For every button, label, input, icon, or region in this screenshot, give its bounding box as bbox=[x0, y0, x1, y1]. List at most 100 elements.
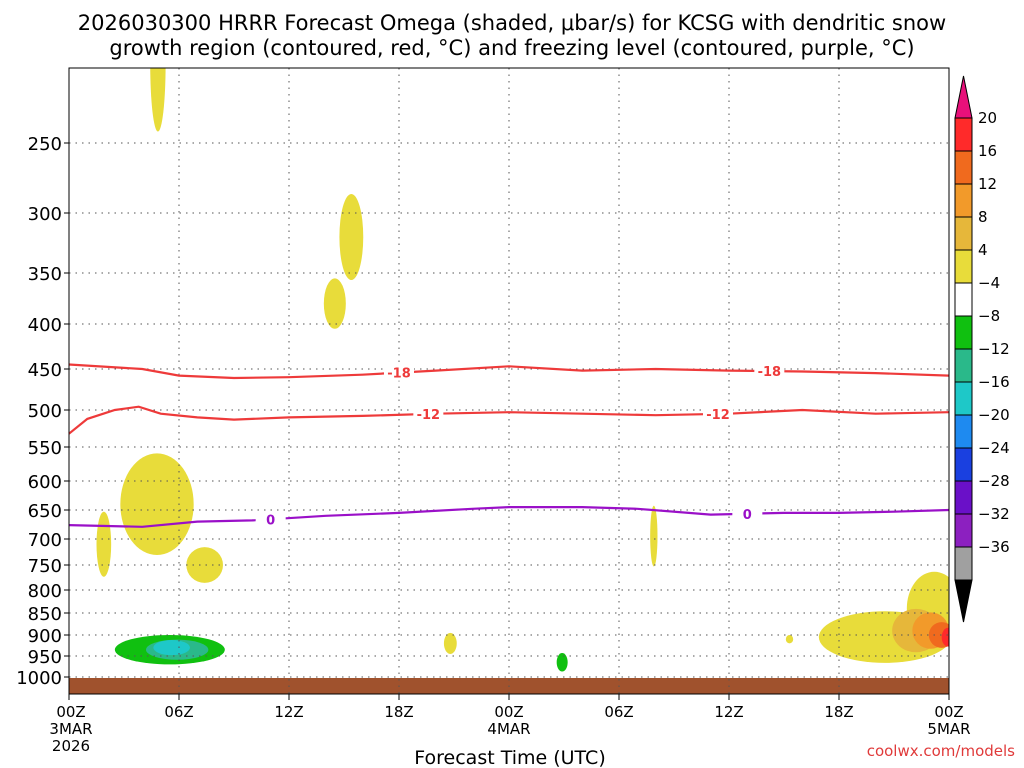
colorbar-label: 16 bbox=[978, 142, 997, 160]
y-tick-label: 300 bbox=[28, 204, 62, 225]
omega-shade-4 bbox=[443, 632, 457, 654]
x-tick-label: 2026 bbox=[52, 737, 90, 755]
y-tick-label: 900 bbox=[28, 626, 62, 647]
colorbar-bin bbox=[954, 282, 973, 317]
colorbar-top-arrow bbox=[954, 75, 973, 119]
colorbar-label: −32 bbox=[978, 505, 1010, 523]
x-tick-label: 06Z bbox=[164, 703, 193, 721]
omega-shade-neg4 bbox=[634, 247, 648, 370]
y-axis: 2503003504004505005506006507007508008509… bbox=[16, 134, 69, 689]
omega-shade-20 bbox=[941, 627, 949, 647]
contour-label: -18 bbox=[387, 367, 411, 382]
colorbar-label: −8 bbox=[978, 307, 1000, 325]
colorbar-label: −24 bbox=[978, 439, 1010, 457]
colorbar-label: 8 bbox=[978, 208, 988, 226]
plot-area bbox=[69, 68, 949, 694]
chart-title-line-1: 2026030300 HRRR Forecast Omega (shaded, … bbox=[78, 11, 946, 35]
y-tick-label: 800 bbox=[28, 581, 62, 602]
omega-shade-neg4 bbox=[742, 175, 757, 359]
omega-shade-neg4 bbox=[259, 635, 304, 656]
colorbar-bin bbox=[954, 480, 973, 515]
y-tick-label: 550 bbox=[28, 438, 62, 459]
y-tick-label: 850 bbox=[28, 604, 62, 625]
y-tick-label: 1000 bbox=[16, 668, 62, 689]
colorbar: 20 16 12 8 4 −4 −8 −12 −16 −20 −24 −28 −32 −36 bbox=[954, 75, 1010, 623]
contour-label-bg bbox=[754, 363, 785, 380]
contour-line bbox=[68, 506, 950, 528]
y-tick-label: 250 bbox=[28, 134, 62, 155]
x-axis-label: Forecast Time (UTC) bbox=[414, 747, 605, 768]
colorbar-bin bbox=[954, 183, 973, 218]
omega-shade-4 bbox=[785, 635, 794, 644]
x-tick-label: 18Z bbox=[824, 703, 853, 721]
x-tick-label: 5MAR bbox=[927, 720, 970, 738]
y-tick-label: 650 bbox=[28, 501, 62, 522]
contour-label: 0 bbox=[266, 513, 275, 528]
y-tick-label: 400 bbox=[28, 315, 62, 336]
contour-label-bg bbox=[413, 405, 444, 422]
omega-shade-4 bbox=[150, 68, 166, 132]
colorbar-bin bbox=[954, 546, 973, 581]
colorbar-label: −36 bbox=[978, 538, 1010, 556]
x-tick-label: 3MAR bbox=[49, 720, 92, 738]
omega-shade-4 bbox=[120, 453, 194, 555]
omega-shade-neg4 bbox=[608, 656, 641, 669]
colorbar-bin bbox=[954, 348, 973, 383]
colorbar-bin bbox=[954, 447, 973, 482]
omega-shade-4 bbox=[650, 505, 658, 567]
y-tick-label: 450 bbox=[28, 360, 62, 381]
y-tick-label: 700 bbox=[28, 530, 62, 551]
colorbar-bottom-arrow bbox=[954, 579, 973, 623]
colorbar-label: −16 bbox=[978, 373, 1010, 391]
y-tick-label: 500 bbox=[28, 401, 62, 422]
contour-label: -12 bbox=[417, 408, 441, 423]
colorbar-bin bbox=[954, 381, 973, 416]
colorbar-label: −20 bbox=[978, 406, 1010, 424]
y-tick-label: 950 bbox=[28, 647, 62, 668]
omega-shade-neg4 bbox=[154, 318, 171, 452]
x-tick-label: 00Z bbox=[934, 703, 963, 721]
x-tick-label: 4MAR bbox=[487, 720, 530, 738]
y-tick-label: 600 bbox=[28, 472, 62, 493]
x-tick-label: 12Z bbox=[274, 703, 303, 721]
omega-shade-4 bbox=[323, 278, 346, 329]
x-tick-label: 06Z bbox=[604, 703, 633, 721]
colorbar-bin bbox=[954, 216, 973, 251]
omega-shade-neg16 bbox=[153, 640, 191, 656]
colorbar-bin bbox=[954, 513, 973, 548]
colorbar-bin bbox=[954, 150, 973, 185]
contour-label: -18 bbox=[758, 365, 782, 380]
omega-shade-neg8 bbox=[556, 653, 568, 672]
omega-shade-4 bbox=[186, 547, 224, 583]
x-tick-label: 12Z bbox=[714, 703, 743, 721]
colorbar-label: −4 bbox=[978, 274, 1000, 292]
contour-label: 0 bbox=[743, 508, 752, 523]
contour-label-bg bbox=[732, 505, 763, 522]
x-tick-label: 00Z bbox=[56, 703, 85, 721]
omega-shade-16 bbox=[928, 622, 949, 648]
colorbar-bin bbox=[954, 414, 973, 449]
chart-title-line-2: growth region (contoured, red, °C) and f… bbox=[109, 36, 914, 60]
y-tick-label: 350 bbox=[28, 264, 62, 285]
omega-shade-4 bbox=[96, 511, 112, 577]
x-tick-label: 18Z bbox=[384, 703, 413, 721]
omega-shade-4 bbox=[339, 193, 364, 281]
y-tick-label: 750 bbox=[28, 556, 62, 577]
omega-shade-neg4 bbox=[630, 502, 634, 564]
contour-label: -12 bbox=[706, 408, 730, 423]
contour-label-bg bbox=[255, 511, 286, 528]
colorbar-label: −12 bbox=[978, 340, 1010, 358]
omega-shade-neg4 bbox=[129, 590, 178, 645]
colorbar-label: 12 bbox=[978, 175, 997, 193]
temperature-contours: -18 -18 -12 -12 0 0 bbox=[68, 363, 950, 528]
colorbar-bin bbox=[954, 117, 973, 152]
omega-shade-neg4 bbox=[102, 566, 132, 687]
omega-shade-neg4 bbox=[534, 639, 579, 677]
colorbar-bin bbox=[954, 315, 973, 350]
contour-line bbox=[68, 363, 950, 380]
credit-text[interactable]: coolwx.com/models bbox=[867, 742, 1015, 760]
colorbar-bin bbox=[954, 249, 973, 284]
x-tick-label: 00Z bbox=[494, 703, 523, 721]
